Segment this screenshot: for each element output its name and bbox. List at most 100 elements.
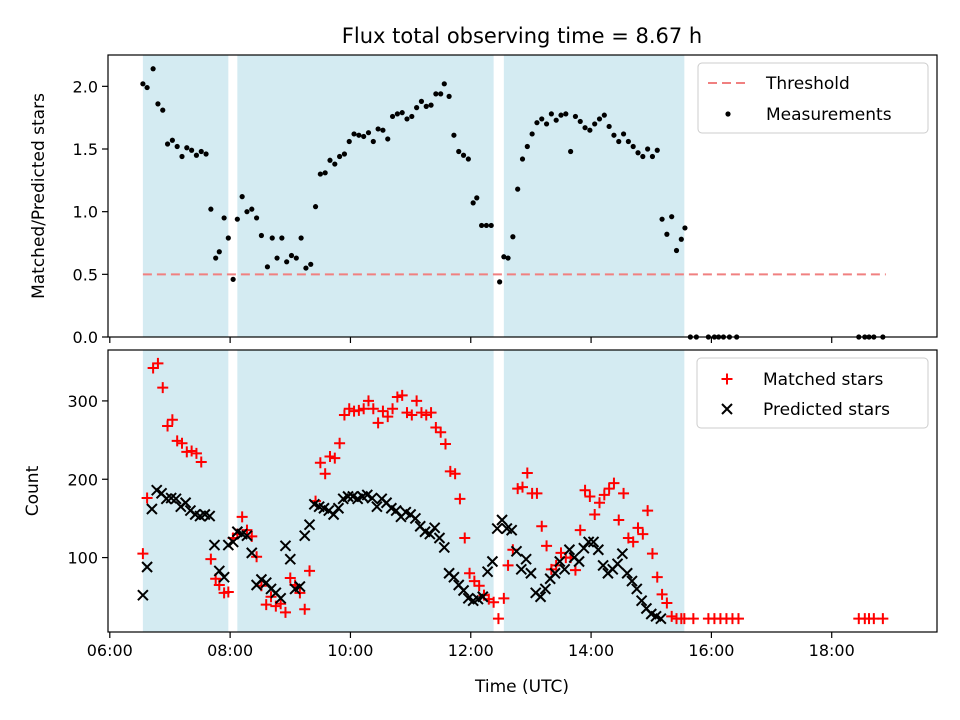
data-point <box>563 111 569 117</box>
data-point <box>155 101 161 107</box>
data-point <box>505 524 518 536</box>
data-point <box>460 152 467 158</box>
data-point <box>616 138 622 145</box>
data-point <box>152 357 164 369</box>
data-point <box>555 547 567 559</box>
data-point <box>574 524 586 536</box>
data-point <box>456 148 462 155</box>
data-point <box>409 113 415 120</box>
data-point <box>314 457 326 469</box>
bottom-panel: 06:00 08:00 10:00 12:00 14:00 16:00 18:00 100 20… <box>23 349 938 660</box>
data-point <box>519 156 526 162</box>
data-point <box>626 575 638 587</box>
data-point <box>208 539 221 551</box>
data-point <box>534 120 540 126</box>
data-point <box>669 214 675 220</box>
data-point <box>631 583 643 595</box>
data-point <box>411 395 423 407</box>
data-point <box>141 492 153 504</box>
x-tick-label: 06:00 <box>87 641 133 660</box>
data-point <box>329 452 341 464</box>
data-point <box>249 206 255 212</box>
data-point <box>438 541 450 554</box>
data-point <box>308 261 314 267</box>
data-point <box>332 502 345 514</box>
data-point <box>164 141 171 147</box>
legend-measurements-swatch <box>725 111 731 117</box>
data-point <box>351 131 357 137</box>
y-tick-label: 100 <box>67 549 98 568</box>
data-point <box>324 451 336 463</box>
data-point <box>203 510 216 522</box>
data-point <box>260 576 272 589</box>
data-point <box>260 599 272 611</box>
data-point <box>492 613 504 625</box>
data-point <box>640 153 646 160</box>
legend-predicted-swatch <box>721 403 733 415</box>
y-axis-label: Matched/Predicted stars <box>29 93 49 299</box>
data-point <box>611 132 617 138</box>
data-point <box>548 111 554 117</box>
data-point <box>732 613 744 625</box>
data-point <box>428 522 441 534</box>
data-point <box>401 407 413 419</box>
figure-title: Flux total observing time = 8.67 h <box>342 24 702 48</box>
data-point <box>319 468 331 480</box>
data-point <box>539 583 552 595</box>
data-point <box>430 422 442 434</box>
data-point <box>294 580 306 593</box>
data-point <box>230 276 236 282</box>
data-point <box>332 161 338 167</box>
y-tick-label: 1.5 <box>73 140 98 159</box>
data-point <box>221 215 227 221</box>
data-point <box>597 559 609 572</box>
data-point <box>234 216 240 222</box>
data-point <box>448 571 460 583</box>
data-point <box>162 420 174 432</box>
data-point <box>390 504 402 517</box>
data-point <box>380 127 386 133</box>
data-point <box>420 409 432 421</box>
data-point <box>536 520 548 532</box>
x-tick-label: 10:00 <box>327 641 373 660</box>
data-point <box>627 536 639 548</box>
data-point <box>666 610 678 622</box>
data-point <box>465 156 471 162</box>
data-point <box>579 484 591 496</box>
data-point <box>632 522 644 534</box>
data-point <box>502 559 514 571</box>
data-point <box>141 561 153 573</box>
data-point <box>587 536 600 548</box>
data-point <box>582 125 588 131</box>
data-point <box>439 438 451 450</box>
data-point <box>338 409 350 421</box>
axes-frame <box>107 349 938 633</box>
data-point <box>451 132 457 138</box>
data-point <box>512 483 524 495</box>
data-point <box>678 236 684 242</box>
data-point <box>515 563 528 576</box>
data-point <box>227 536 239 548</box>
data-point <box>279 235 285 241</box>
data-point <box>505 255 511 261</box>
data-point <box>608 477 620 489</box>
data-point <box>649 153 656 160</box>
data-point <box>253 215 260 221</box>
data-point <box>531 487 543 499</box>
data-point <box>387 403 399 415</box>
data-point <box>356 132 362 138</box>
data-point <box>603 483 615 495</box>
data-point <box>334 437 346 449</box>
data-point <box>601 112 607 118</box>
data-point <box>264 264 271 270</box>
data-point <box>208 206 214 212</box>
data-point <box>637 528 649 540</box>
data-point <box>174 143 180 150</box>
data-point <box>877 613 889 625</box>
data-point <box>366 492 378 504</box>
data-point <box>239 194 245 200</box>
data-point <box>498 592 510 604</box>
data-point <box>385 136 391 142</box>
data-point <box>592 121 598 127</box>
data-point <box>169 137 175 143</box>
